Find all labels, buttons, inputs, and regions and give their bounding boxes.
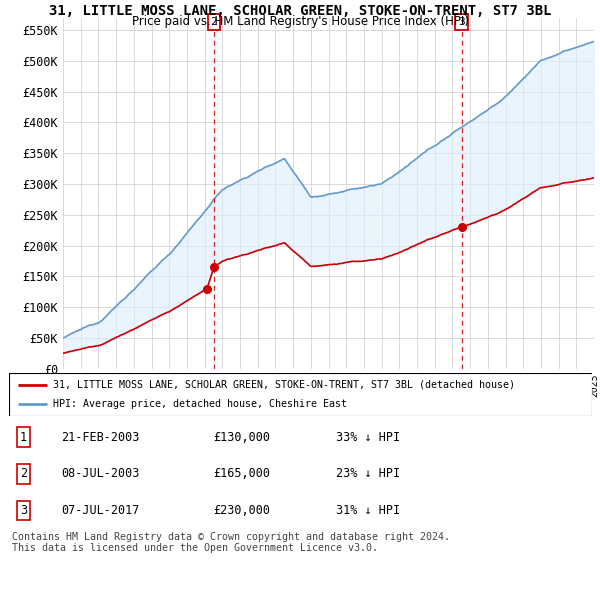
- Text: £230,000: £230,000: [213, 504, 270, 517]
- Text: 31, LITTLE MOSS LANE, SCHOLAR GREEN, STOKE-ON-TRENT, ST7 3BL (detached house): 31, LITTLE MOSS LANE, SCHOLAR GREEN, STO…: [53, 380, 515, 390]
- Text: 3: 3: [458, 17, 465, 27]
- Text: 3: 3: [20, 504, 27, 517]
- Text: £130,000: £130,000: [213, 431, 270, 444]
- Text: 2: 2: [20, 467, 27, 480]
- Text: 31% ↓ HPI: 31% ↓ HPI: [335, 504, 400, 517]
- Text: Price paid vs. HM Land Registry's House Price Index (HPI): Price paid vs. HM Land Registry's House …: [131, 15, 469, 28]
- Text: 1: 1: [20, 431, 27, 444]
- Text: 21-FEB-2003: 21-FEB-2003: [61, 431, 140, 444]
- Text: 07-JUL-2017: 07-JUL-2017: [61, 504, 140, 517]
- Text: Contains HM Land Registry data © Crown copyright and database right 2024.
This d: Contains HM Land Registry data © Crown c…: [12, 532, 450, 553]
- Text: 2: 2: [211, 17, 217, 27]
- Text: 33% ↓ HPI: 33% ↓ HPI: [335, 431, 400, 444]
- Text: 08-JUL-2003: 08-JUL-2003: [61, 467, 140, 480]
- Text: 23% ↓ HPI: 23% ↓ HPI: [335, 467, 400, 480]
- Text: HPI: Average price, detached house, Cheshire East: HPI: Average price, detached house, Ches…: [53, 399, 347, 409]
- Text: £165,000: £165,000: [213, 467, 270, 480]
- Text: 31, LITTLE MOSS LANE, SCHOLAR GREEN, STOKE-ON-TRENT, ST7 3BL: 31, LITTLE MOSS LANE, SCHOLAR GREEN, STO…: [49, 4, 551, 18]
